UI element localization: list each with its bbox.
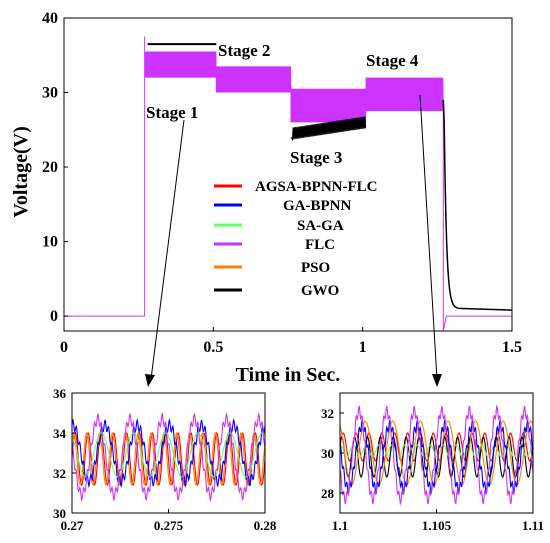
- main-ylabel: Voltage(V): [10, 126, 32, 217]
- legend-label-ga-bpnn: GA-BPNN: [283, 198, 351, 214]
- zoom-arrows: [145, 94, 442, 387]
- inset2-xtick-label: 1.105: [422, 518, 452, 533]
- gwo-decay-line: [442, 99, 512, 311]
- inset2-ytick-label: 28: [321, 486, 335, 501]
- main-ytick-label: 0: [50, 308, 58, 325]
- stage2-label: Stage 2: [218, 41, 270, 60]
- inset2-agsa-bpnn-flc-line: [340, 432, 533, 462]
- main-chart: 0 0.5 1 1.5 0 10 20 30 40 Time in Sec. Voltage(V…: [10, 10, 522, 386]
- main-xlabel: Time in Sec.: [236, 364, 341, 386]
- gwo-series: [147, 43, 512, 311]
- inset1-ytick-label: 36: [53, 386, 67, 401]
- inset1-ytick-label: 34: [53, 426, 67, 441]
- legend-label-sa-ga: SA-GA: [297, 218, 344, 234]
- inset1-pso-line: [72, 432, 265, 486]
- inset1-series: [72, 411, 265, 503]
- flc-series-line: [64, 36, 512, 331]
- inset2-flc-line: [340, 404, 533, 506]
- arrow-head-2: [432, 374, 442, 387]
- main-xtick-label: 1: [359, 339, 367, 356]
- inset2-gwo-line: [340, 436, 533, 478]
- stage4-label: Stage 4: [366, 51, 419, 70]
- inset2-ytick-label: 30: [321, 446, 334, 461]
- inset2-series: [340, 404, 533, 506]
- inset1-xtick-label: 0.28: [254, 518, 277, 533]
- inset2-xtick-label: 1.11: [522, 518, 544, 533]
- arrow-to-inset-2: [419, 94, 438, 380]
- inset2-xtick-label: 1.1: [332, 518, 348, 533]
- main-ticks: 0 0.5 1 1.5 0 10 20 30 40: [42, 10, 522, 356]
- main-xtick-label: 0: [60, 339, 68, 356]
- main-xtick-label: 1.5: [502, 339, 522, 356]
- main-ytick-label: 30: [42, 85, 58, 102]
- arrow-head-1: [145, 374, 155, 387]
- inset-chart-2: 1.1 1.105 1.11 28 30 32: [321, 392, 544, 533]
- inset1-xtick-label: 0.275: [154, 518, 184, 533]
- inset1-ticks: 0.27 0.275 0.28 30 32 34 36: [53, 386, 277, 533]
- inset1-agsa-bpnn-flc-line: [72, 432, 265, 486]
- flc-series: [64, 36, 512, 331]
- legend-label-flc: FLC: [305, 237, 335, 253]
- main-axes-box: [63, 17, 513, 332]
- legend: AGSA-BPNN-FLC GA-BPNN SA-GA FLC PSO GWO: [214, 179, 378, 299]
- inset1-ytick-label: 32: [53, 466, 66, 481]
- stage3-label: Stage 3: [290, 148, 342, 167]
- inset1-sa-ga-line: [72, 432, 265, 478]
- main-plot-area: [64, 36, 512, 331]
- inset1-ytick-label: 30: [53, 506, 66, 521]
- main-ytick-label: 40: [42, 10, 58, 27]
- legend-label-agsa: AGSA-BPNN-FLC: [255, 179, 378, 195]
- stage1-label: Stage 1: [146, 103, 198, 122]
- arrow-to-inset-1: [150, 119, 185, 380]
- main-ytick-label: 10: [42, 234, 58, 251]
- inset1-flc-line: [72, 411, 265, 503]
- main-ytick-label: 20: [42, 159, 58, 176]
- legend-label-gwo: GWO: [301, 283, 339, 299]
- inset1-ga-bpnn-line: [72, 418, 265, 488]
- gwo-stage3-line: [290, 116, 367, 142]
- inset1-xtick-label: 0.27: [61, 518, 84, 533]
- inset-chart-1: 0.27 0.275 0.28 30 32 34 36: [53, 386, 277, 533]
- main-xtick-label: 0.5: [203, 339, 223, 356]
- inset2-ytick-label: 32: [321, 406, 334, 421]
- inset2-ticks: 1.1 1.105 1.11 28 30 32: [321, 406, 544, 533]
- legend-label-pso: PSO: [301, 260, 330, 276]
